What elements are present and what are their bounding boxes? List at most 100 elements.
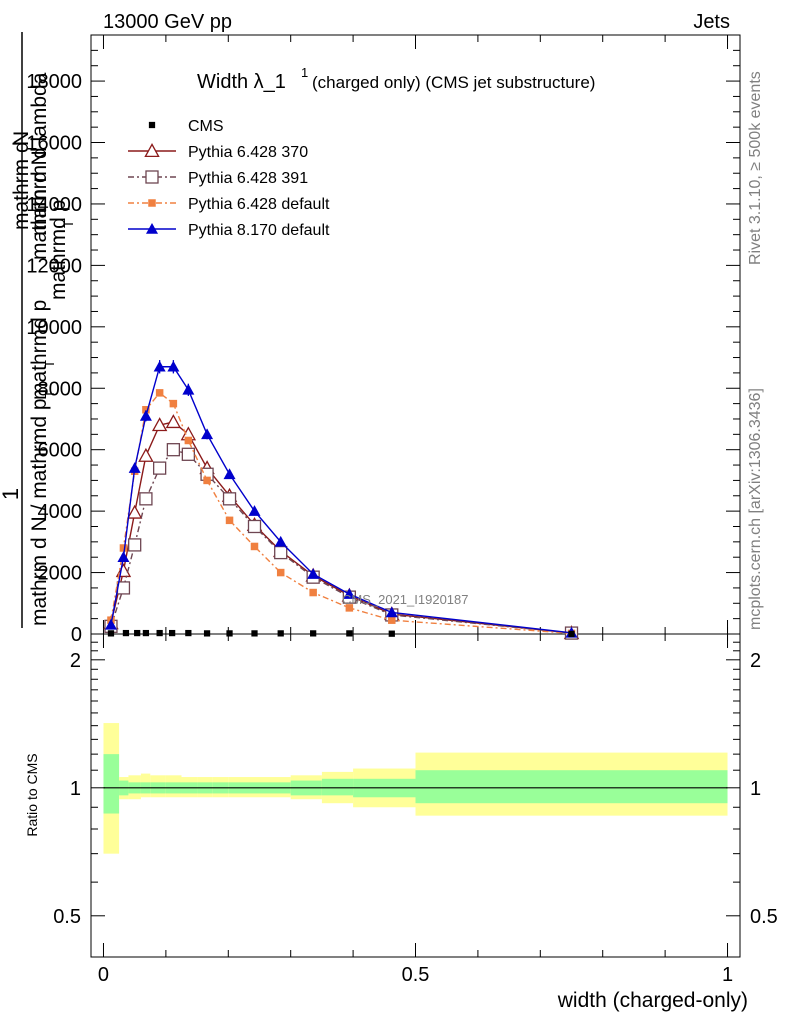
ytick-label: 14000 [26,194,82,216]
data-point [181,447,196,461]
y-axis-label: 1 mathrm d N mathrm d N / mathrmd p T ma… [0,32,76,628]
legend: CMS Pythia 6.428 370 Pythia 6.428 391 Pythi… [128,118,330,239]
rivet-label: Rivet 3.1.10, ≥ 500k events [747,71,764,265]
data-point [310,630,317,637]
data-point [247,519,262,534]
ratio-band-inner [103,754,120,814]
legend-label: Pythia 6.428 391 [188,170,308,187]
ytick-label: 10000 [26,317,82,339]
data-point [138,447,154,462]
legend-label: Pythia 6.428 370 [188,144,308,161]
y-label-denominator: mathrm d N / mathrmd p [28,398,51,626]
data-point [146,223,158,234]
y-label-sub-t: T [42,360,57,368]
ratio-y-label: Ratio to CMS [24,753,40,836]
top-series [103,360,580,640]
data-point [148,121,156,129]
data-point [119,544,128,552]
data-point [128,462,141,473]
energy-label: 13000 GeV pp [103,11,232,33]
series-pythia-8-170-default [104,360,578,638]
ratio-bands [103,723,728,854]
category-label: Jets [693,11,730,33]
y-label-numerator: mathrm d N [28,150,51,260]
data-point [104,618,117,630]
data-point [201,428,214,440]
chart-subtitle: (charged only) (CMS jet substructure) [312,73,595,92]
data-point [568,630,575,638]
ytick-label: 12000 [26,255,82,277]
data-point [346,630,353,637]
data-point [139,492,153,506]
data-point [203,476,211,485]
y-label-den2-sub: T [61,220,76,228]
data-point [274,545,288,560]
y-label-one: 1 [0,488,23,500]
ratio-ytick-label-left: 0.5 [53,906,81,928]
legend-entry: CMS [148,118,224,135]
y-label-den2b: mathrmd p [28,300,51,400]
data-point [169,629,176,637]
data-point [166,443,181,457]
data-point [307,568,320,579]
y-label-den2c: mathrm d lambda [28,72,51,236]
data-point [139,409,152,421]
data-point [152,461,167,475]
ratio-band-inner [321,778,354,796]
ytick-label: 8000 [38,378,83,400]
data-point [226,630,233,637]
chart-title: Width λ_1 [197,71,286,93]
xtick-label: 1 [722,964,733,986]
data-point [222,492,237,506]
data-point [145,170,159,184]
y-label-den2: mathrmd p [47,200,70,300]
ratio-ytick-label-right: 1 [750,778,761,800]
data-point [107,630,115,637]
mcplots-label: mcplots.cern.ch [arXiv:1306.3436] [747,388,764,630]
analysis-label: CMS_2021_I1920187 [342,592,469,607]
data-point [225,516,234,525]
ratio-axes: 0.5 0.5 1 1 2 2 0 0.5 1 [53,35,778,986]
y-label-den2b-sub: T [42,390,57,398]
legend-entry: Pythia 6.428 370 [128,143,308,161]
y-label-num2: mathrm d [10,141,33,230]
legend-label: Pythia 6.428 default [188,196,330,213]
legend-label: Pythia 8.170 default [188,222,330,239]
data-point [151,417,168,432]
data-point [309,588,317,597]
data-point [277,630,284,637]
x-axis-label: width (charged-only) [557,989,748,1012]
series-line [110,448,572,634]
data-point [148,199,156,207]
data-point [185,629,192,637]
ytick-label: 18000 [26,71,82,93]
ytick-label: 4000 [38,501,83,523]
data-point [343,588,356,599]
data-point [274,535,287,547]
data-point [144,143,160,158]
series-pythia-6-428-391 [104,443,579,640]
ytick-label: 16000 [26,133,82,155]
ratio-ytick-label-right: 2 [750,650,761,672]
legend-entry: Pythia 6.428 default [128,196,330,213]
xtick-label: 0 [98,964,109,986]
y-label-num2-line2: N [10,131,33,146]
data-point [134,629,141,637]
data-point [248,505,261,516]
data-point [126,504,143,519]
data-point [276,568,285,577]
data-point [122,629,130,637]
chart-title-group: Width λ_1 1 (charged only) (CMS jet subs… [197,65,595,93]
series-cms [107,629,575,638]
data-point [388,630,395,637]
data-point [153,360,166,372]
ratio-ytick-label-left: 2 [70,650,81,672]
top-axes: 0 2000 4000 6000 8000 10000 12000 14000 16000 180… [26,49,740,646]
data-point [223,468,236,480]
data-point [182,383,195,395]
ratio-band-inner [415,770,728,804]
ratio-ytick-label-right: 0.5 [750,906,778,928]
data-point [203,630,211,637]
